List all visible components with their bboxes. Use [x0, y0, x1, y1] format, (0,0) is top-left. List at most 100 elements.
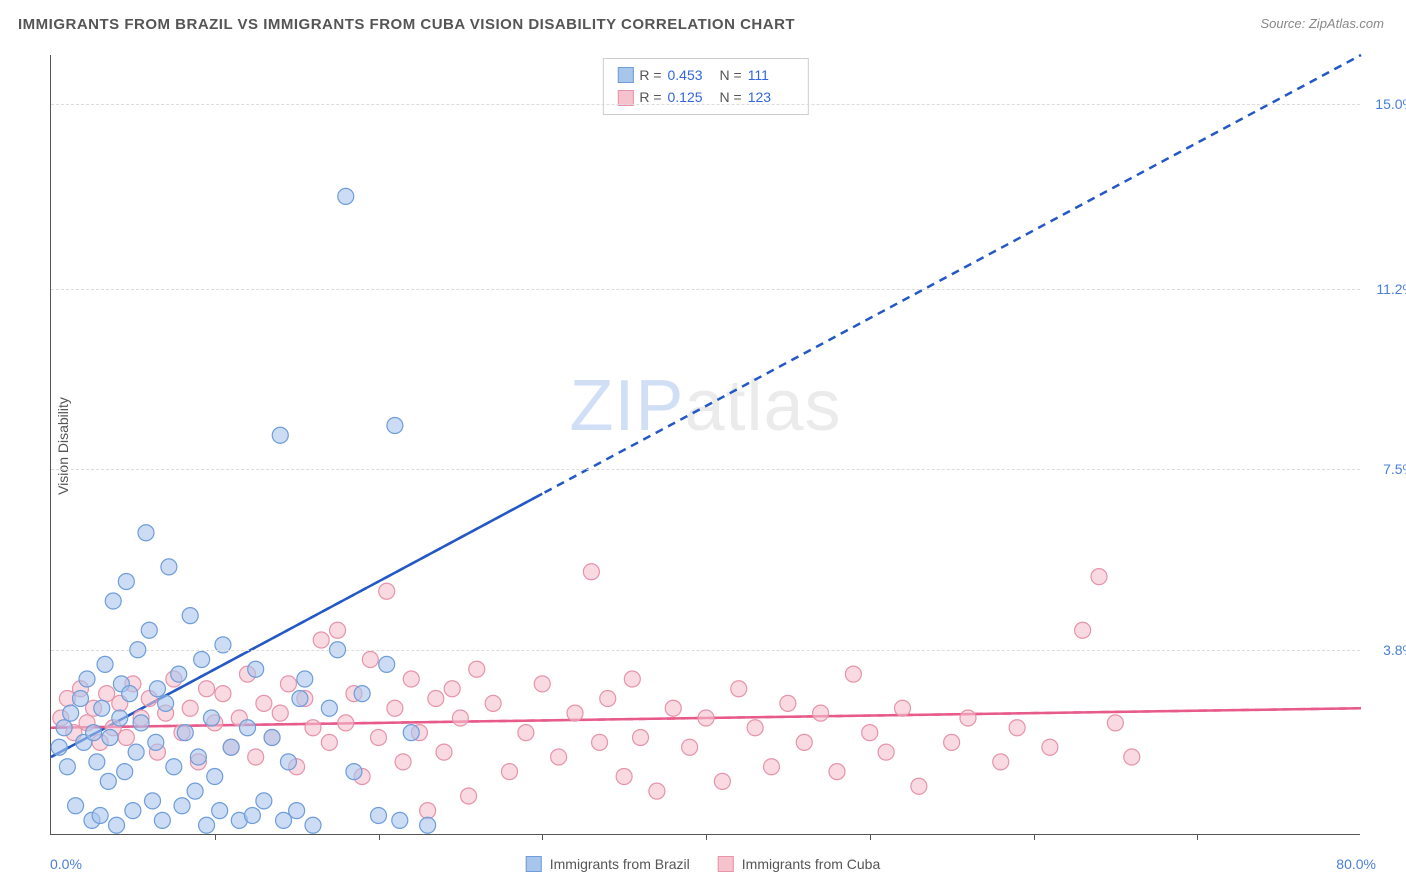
data-point-brazil — [100, 773, 116, 789]
data-point-brazil — [177, 725, 193, 741]
data-point-cuba — [272, 705, 288, 721]
data-point-cuba — [330, 622, 346, 638]
x-tick — [542, 834, 543, 840]
data-point-brazil — [105, 593, 121, 609]
data-point-cuba — [862, 725, 878, 741]
data-point-cuba — [387, 700, 403, 716]
data-point-cuba — [321, 734, 337, 750]
data-point-cuba — [534, 676, 550, 692]
data-point-brazil — [387, 418, 403, 434]
data-point-cuba — [371, 730, 387, 746]
data-point-brazil — [79, 671, 95, 687]
data-point-brazil — [109, 817, 125, 833]
source-name: ZipAtlas.com — [1309, 16, 1384, 31]
gridline — [51, 650, 1360, 651]
data-point-cuba — [428, 691, 444, 707]
data-point-brazil — [248, 661, 264, 677]
gridline — [51, 104, 1360, 105]
data-point-cuba — [362, 652, 378, 668]
x-tick — [1197, 834, 1198, 840]
data-point-cuba — [780, 695, 796, 711]
y-tick-label: 15.0% — [1375, 96, 1406, 112]
data-point-cuba — [403, 671, 419, 687]
data-point-brazil — [72, 691, 88, 707]
legend-label-brazil: Immigrants from Brazil — [550, 856, 690, 872]
data-point-cuba — [649, 783, 665, 799]
data-point-cuba — [256, 695, 272, 711]
x-tick — [870, 834, 871, 840]
data-point-cuba — [813, 705, 829, 721]
data-point-brazil — [223, 739, 239, 755]
data-point-brazil — [97, 656, 113, 672]
data-point-cuba — [305, 720, 321, 736]
data-point-brazil — [148, 734, 164, 750]
data-point-brazil — [141, 622, 157, 638]
data-point-cuba — [1107, 715, 1123, 731]
data-point-cuba — [714, 773, 730, 789]
data-point-brazil — [187, 783, 203, 799]
data-point-cuba — [845, 666, 861, 682]
data-point-brazil — [171, 666, 187, 682]
data-point-brazil — [59, 759, 75, 775]
data-point-cuba — [248, 749, 264, 765]
y-tick-label: 3.8% — [1383, 642, 1406, 658]
data-point-cuba — [567, 705, 583, 721]
data-point-cuba — [182, 700, 198, 716]
legend-item-brazil: Immigrants from Brazil — [526, 856, 690, 872]
data-point-cuba — [895, 700, 911, 716]
y-tick-label: 7.5% — [1383, 461, 1406, 477]
x-tick — [1034, 834, 1035, 840]
data-point-cuba — [118, 730, 134, 746]
source-prefix: Source: — [1260, 16, 1308, 31]
data-point-cuba — [199, 681, 215, 697]
data-point-cuba — [436, 744, 452, 760]
data-point-cuba — [682, 739, 698, 755]
data-point-brazil — [166, 759, 182, 775]
legend-bottom: Immigrants from Brazil Immigrants from C… — [526, 856, 881, 872]
data-point-cuba — [485, 695, 501, 711]
data-point-brazil — [182, 608, 198, 624]
gridline — [51, 469, 1360, 470]
data-point-cuba — [395, 754, 411, 770]
data-point-cuba — [518, 725, 534, 741]
legend-item-cuba: Immigrants from Cuba — [718, 856, 880, 872]
data-point-cuba — [452, 710, 468, 726]
data-point-cuba — [698, 710, 714, 726]
data-point-cuba — [592, 734, 608, 750]
data-point-brazil — [122, 686, 138, 702]
data-point-brazil — [51, 739, 67, 755]
data-point-cuba — [583, 564, 599, 580]
data-point-cuba — [1091, 569, 1107, 585]
data-point-brazil — [392, 812, 408, 828]
data-point-cuba — [461, 788, 477, 804]
data-point-cuba — [993, 754, 1009, 770]
data-point-brazil — [292, 691, 308, 707]
data-point-cuba — [616, 769, 632, 785]
data-point-cuba — [1124, 749, 1140, 765]
x-axis-min-label: 0.0% — [50, 856, 82, 872]
data-point-brazil — [92, 808, 108, 824]
data-point-brazil — [133, 715, 149, 731]
data-point-brazil — [354, 686, 370, 702]
x-tick — [215, 834, 216, 840]
x-axis-max-label: 80.0% — [1336, 856, 1376, 872]
data-point-brazil — [240, 720, 256, 736]
data-point-brazil — [125, 803, 141, 819]
data-point-brazil — [297, 671, 313, 687]
data-point-brazil — [94, 700, 110, 716]
x-tick — [379, 834, 380, 840]
data-point-brazil — [420, 817, 436, 833]
data-point-brazil — [338, 188, 354, 204]
chart-plot-area: ZIPatlas R = 0.453 N = 111 R = 0.125 N =… — [50, 55, 1360, 835]
data-point-brazil — [403, 725, 419, 741]
data-point-brazil — [321, 700, 337, 716]
data-point-cuba — [633, 730, 649, 746]
data-point-brazil — [63, 705, 79, 721]
data-point-brazil — [102, 730, 118, 746]
data-point-cuba — [420, 803, 436, 819]
legend-swatch-cuba-icon — [718, 856, 734, 872]
data-point-brazil — [190, 749, 206, 765]
data-point-brazil — [203, 710, 219, 726]
data-point-cuba — [878, 744, 894, 760]
data-point-cuba — [469, 661, 485, 677]
